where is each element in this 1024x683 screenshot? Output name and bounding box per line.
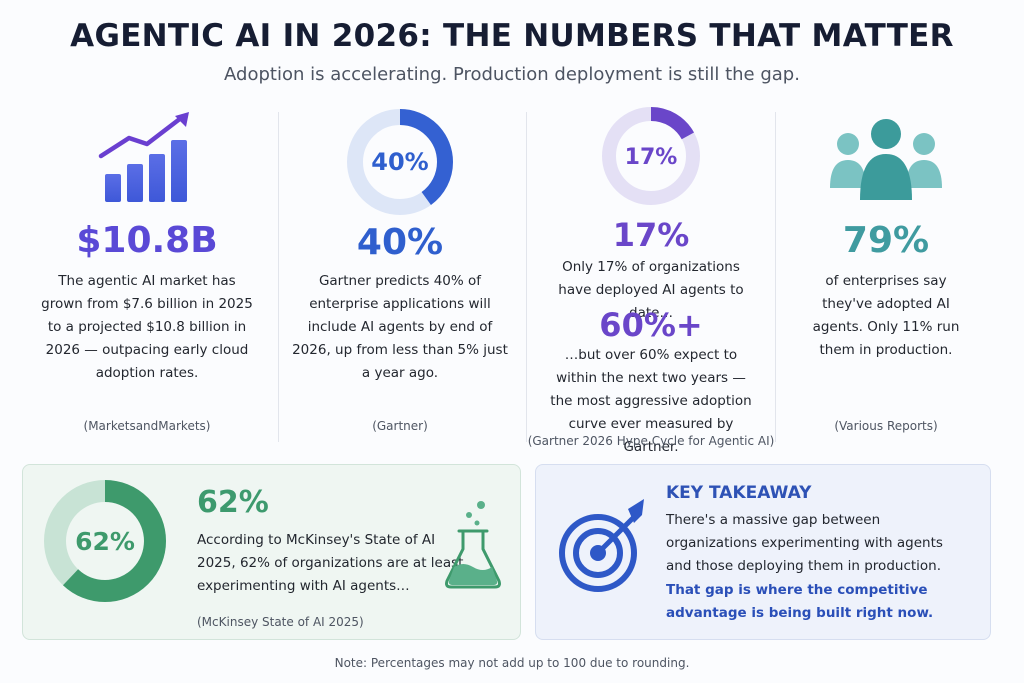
stat-description: Gartner predicts 40% of enterprise appli…: [292, 273, 508, 381]
takeaway-title: KEY TAKEAWAY: [666, 483, 812, 503]
flask-icon: [445, 501, 501, 589]
stat-value-secondary: 60%+: [599, 306, 703, 344]
stat-value: 62%: [197, 485, 269, 520]
page-subtitle: Adoption is accelerating. Production dep…: [224, 64, 800, 85]
page-title: AGENTIC AI IN 2026: THE NUMBERS THAT MAT…: [70, 18, 954, 54]
stat-source: (MarketsandMarkets): [83, 419, 211, 433]
column-divider: [775, 112, 776, 442]
people-group-icon: [830, 119, 942, 200]
stat-source: (Gartner): [372, 419, 428, 433]
takeaway-body: There's a massive gap between organizati…: [666, 512, 943, 574]
donut-62-icon: 62%: [44, 480, 166, 602]
donut-17-icon: 17%: [602, 107, 700, 205]
stat-value: $10.8B: [76, 220, 218, 261]
stat-value: 40%: [356, 222, 444, 263]
donut-label: 62%: [75, 527, 135, 556]
donut-label: 40%: [371, 148, 428, 176]
key-takeaway-panel: KEY TAKEAWAY There's a massive gap betwe…: [535, 464, 991, 640]
mckinsey-panel: 62% 62% According to McKinsey's State of…: [22, 464, 521, 640]
footer-note: Note: Percentages may not add up to 100 …: [334, 656, 690, 670]
stat-description: The agentic AI market has grown from $7.…: [41, 273, 253, 381]
stat-description: of enterprises say they've adopted AI ag…: [812, 273, 960, 358]
stat-source: (McKinsey State of AI 2025): [197, 615, 364, 629]
stat-column-hype-cycle: 17% 17% Only 17% of organizations have d…: [526, 104, 776, 455]
bar-chart-growth-icon: [98, 112, 189, 202]
donut-40-icon: 40%: [347, 109, 453, 215]
target-arrow-icon: [559, 499, 644, 592]
donut-label: 17%: [625, 145, 678, 170]
stat-source: (Various Reports): [834, 419, 938, 433]
column-divider: [278, 112, 279, 442]
stat-column-market: $10.8B The agentic AI market has grown f…: [22, 104, 272, 444]
stat-column-gartner: 40% 40% Gartner predicts 40% of enterpri…: [275, 104, 525, 444]
stat-column-enterprises: 79% of enterprises say they've adopted A…: [761, 104, 1011, 444]
stat-description: According to McKinsey's State of AI 2025…: [197, 532, 464, 594]
stat-source: (Gartner 2026 Hype Cycle for Agentic AI): [527, 434, 775, 448]
stat-description: Only 17% of organizations have deployed …: [558, 259, 744, 321]
stat-value: 79%: [842, 220, 930, 261]
column-divider: [526, 112, 527, 442]
stat-description-secondary: …but over 60% expect to within the next …: [550, 347, 752, 455]
takeaway-emphasis: That gap is where the competitive advant…: [666, 582, 934, 621]
stat-value: 17%: [612, 216, 690, 254]
